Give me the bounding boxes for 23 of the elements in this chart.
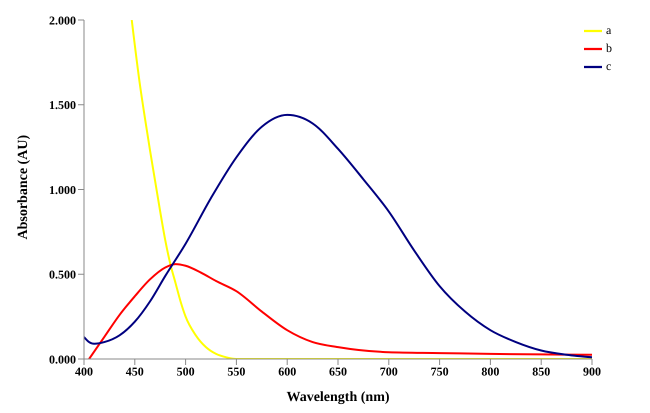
x-tick-label: 800 <box>481 364 500 379</box>
x-tick-label: 500 <box>176 364 195 379</box>
line-series <box>130 20 592 359</box>
y-tick-label: 1.500 <box>49 98 76 112</box>
x-tick-label: 750 <box>430 364 449 379</box>
x-tick-label: 900 <box>583 364 601 379</box>
x-tick-label: 450 <box>126 364 144 379</box>
x-tick-label: 700 <box>380 364 398 379</box>
legend-label: a <box>606 22 612 37</box>
line-series <box>88 263 592 359</box>
x-tick-label: 600 <box>278 364 296 379</box>
x-axis-title: Wavelength (nm) <box>286 390 390 405</box>
x-tick-label: 550 <box>227 364 246 379</box>
x-tick-label: 850 <box>532 364 550 379</box>
legend-label: c <box>606 58 612 73</box>
y-tick-label: 0.000 <box>49 352 76 366</box>
x-tick-label: 650 <box>329 364 347 379</box>
x-tick-label: 400 <box>75 364 93 379</box>
y-tick-label: 0.500 <box>49 268 76 282</box>
legend-label: b <box>606 40 612 55</box>
y-axis-title: Absorbance (AU) <box>16 134 31 240</box>
y-tick-label: 1.000 <box>49 182 76 197</box>
y-tick-label: 2.000 <box>49 13 76 28</box>
